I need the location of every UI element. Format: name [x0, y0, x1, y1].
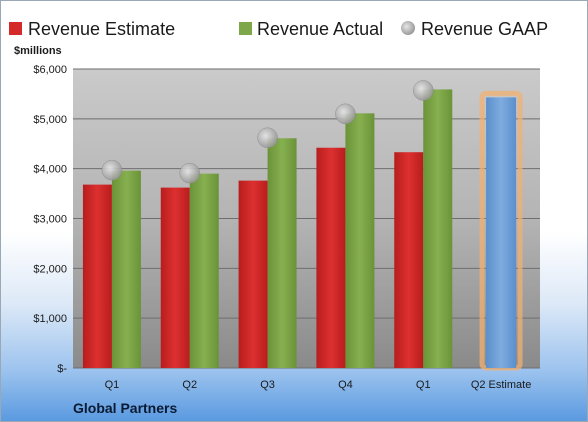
marker-revenue-gaap — [413, 80, 434, 101]
legend-label-actual: Revenue Actual — [257, 19, 383, 39]
bar-revenue-estimate — [160, 187, 190, 368]
x-tick-label: Q4 — [338, 379, 353, 391]
bar-revenue-actual — [111, 170, 141, 368]
y-tick-label: $5,000 — [33, 114, 67, 126]
legend-swatch-actual — [239, 22, 252, 35]
company-name: Global Partners — [73, 400, 177, 416]
bar-revenue-estimate — [394, 152, 424, 368]
bar-revenue-estimate — [316, 147, 346, 368]
y-tick-label: $3,000 — [33, 214, 67, 226]
y-tick-label: $4,000 — [33, 164, 67, 176]
marker-revenue-gaap — [101, 159, 123, 181]
x-axis: Q1 Q2 Q3 Q4 Q1 Q2 Estimate — [105, 379, 532, 391]
bar-revenue-actual — [345, 113, 375, 368]
y-axis: $- $1,000 $2,000 $3,000 $4,000 $5,000 $6,000 — [33, 64, 67, 375]
bars — [82, 89, 523, 371]
unit-label: $millions — [14, 45, 62, 57]
y-tick-label: $2,000 — [33, 263, 67, 275]
x-tick-label: Q2 — [182, 379, 197, 391]
bar-revenue-actual — [189, 173, 219, 368]
bar-revenue-actual — [267, 138, 297, 368]
marker-revenue-gaap — [179, 162, 200, 184]
bar-revenue-estimate — [82, 184, 112, 368]
y-tick-label: $6,000 — [33, 64, 67, 76]
bar-revenue-estimate — [238, 180, 268, 368]
bar-q2-estimate — [486, 97, 517, 368]
x-tick-label: Q3 — [260, 379, 275, 391]
bar-revenue-actual — [423, 89, 453, 368]
legend-label-estimate: Revenue Estimate — [28, 19, 175, 39]
legend: Revenue Estimate Revenue Actual Revenue … — [9, 19, 548, 39]
legend-marker-gaap — [401, 21, 415, 35]
y-tick-label: $1,000 — [33, 313, 67, 325]
x-tick-label: Q2 Estimate — [471, 379, 532, 391]
legend-swatch-estimate — [9, 22, 22, 35]
gridlines — [73, 68, 540, 369]
y-tick-label: $- — [57, 363, 67, 375]
x-tick-label: Q1 — [105, 379, 120, 391]
gaap-markers — [101, 80, 434, 184]
marker-revenue-gaap — [335, 103, 356, 125]
legend-label-gaap: Revenue GAAP — [421, 19, 548, 39]
x-tick-label: Q1 — [416, 379, 431, 391]
marker-revenue-gaap — [257, 127, 278, 149]
